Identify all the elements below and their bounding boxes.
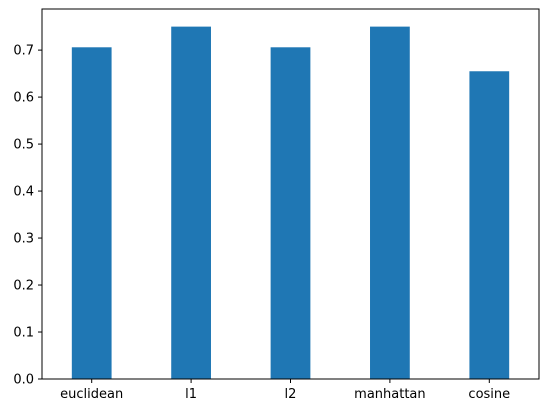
plot-frame (41, 8, 540, 380)
bar-l2 (270, 47, 311, 380)
bar-cosine (469, 71, 510, 379)
bar-manhattan (370, 26, 410, 379)
y-tick-label: 0.2 (13, 279, 34, 294)
y-axis: 0.0 0.1 0.2 0.3 0.4 0.5 0.6 0.7 (13, 44, 42, 388)
x-axis: euclidean l1 l2 manhattan cosine (60, 379, 510, 402)
y-tick-label: 0.4 (13, 185, 34, 200)
y-tick-label: 0.6 (13, 91, 34, 106)
y-tick-label: 0.7 (13, 44, 34, 59)
x-tick-label: cosine (468, 387, 510, 402)
y-tick-label: 0.1 (13, 326, 34, 341)
y-tick-label: 0.0 (13, 373, 34, 388)
y-tick-label: 0.3 (13, 232, 34, 247)
y-tick-label: 0.5 (13, 138, 34, 153)
bar-euclidean (71, 47, 112, 380)
x-tick-label: euclidean (60, 387, 123, 402)
x-tick-label: l2 (285, 387, 297, 402)
bar-l1 (171, 26, 211, 379)
x-tick-label: manhattan (354, 387, 425, 402)
x-tick-label: l1 (185, 387, 197, 402)
bars-group (71, 26, 510, 380)
